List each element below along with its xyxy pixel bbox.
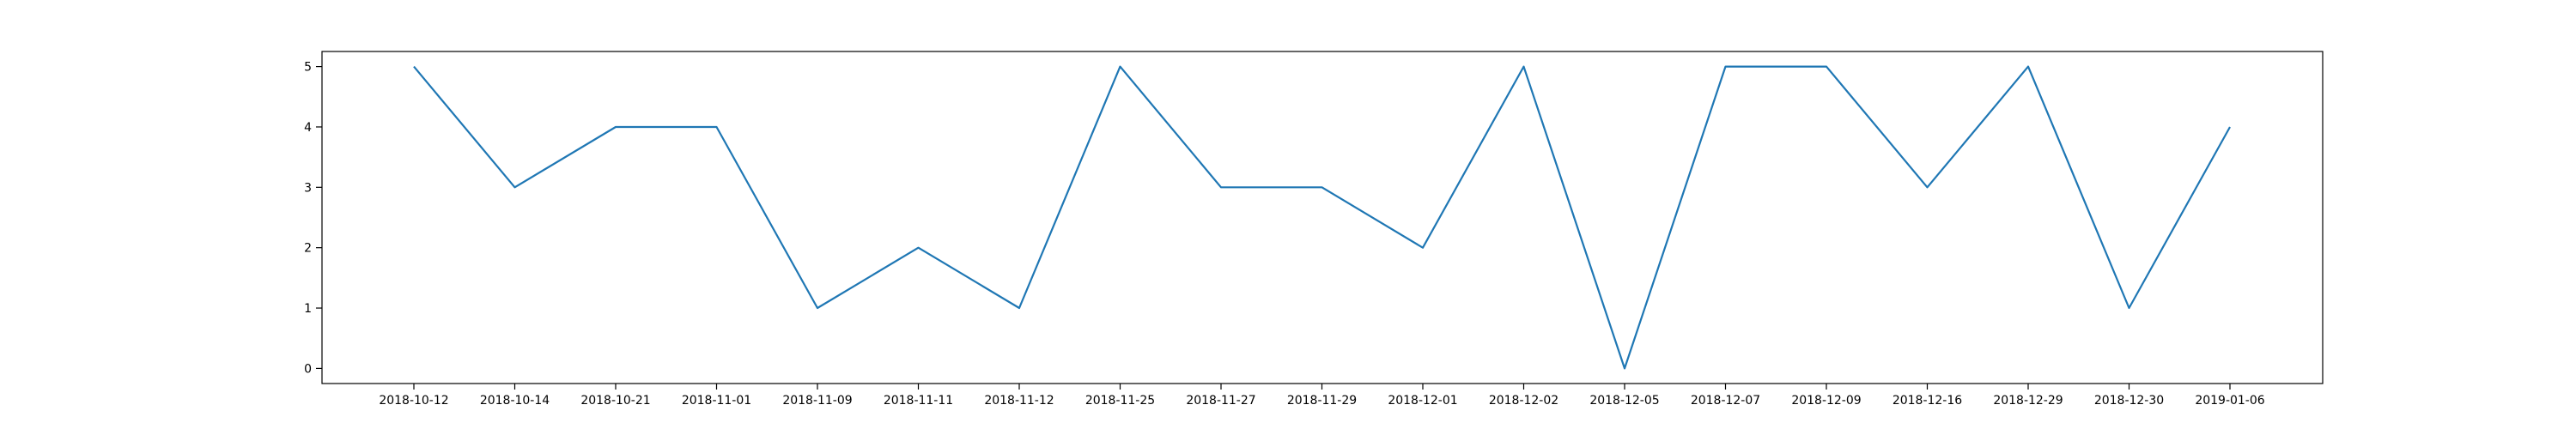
y-tick-label: 1 (304, 302, 312, 316)
x-tick-label: 2018-11-01 (682, 394, 751, 408)
x-tick-label: 2018-11-27 (1186, 394, 1255, 408)
x-tick-label: 2018-12-09 (1791, 394, 1861, 408)
y-tick-label: 4 (304, 121, 312, 135)
y-tick-label: 3 (304, 181, 312, 195)
x-tick-label: 2018-12-02 (1489, 394, 1558, 408)
x-tick-label: 2019-01-06 (2195, 394, 2264, 408)
y-tick-label: 2 (304, 242, 312, 256)
x-tick-label: 2018-11-29 (1287, 394, 1357, 408)
series-layer (413, 65, 2231, 370)
plot-frame (321, 51, 2324, 384)
x-tick-label: 2018-11-25 (1085, 394, 1155, 408)
x-axis: 2018-10-12 2018-10-14 2018-10-21 2018-11-01… (379, 384, 2265, 408)
series-line (413, 65, 2231, 370)
x-tick-label: 2018-12-29 (1993, 394, 2063, 408)
x-tick-label: 2018-12-16 (1893, 394, 1962, 408)
x-tick-label: 2018-12-05 (1589, 394, 1659, 408)
x-tick-label: 2018-11-11 (884, 394, 953, 408)
y-tick-label: 0 (304, 362, 312, 376)
x-tick-label: 2018-12-07 (1691, 394, 1760, 408)
x-tick-label: 2018-10-14 (480, 394, 550, 408)
x-tick-label: 2018-11-09 (782, 394, 852, 408)
y-tick-label: 5 (304, 61, 312, 75)
x-tick-label: 2018-10-21 (580, 394, 650, 408)
x-tick-label: 2018-10-12 (379, 394, 448, 408)
x-tick-label: 2018-12-30 (2094, 394, 2164, 408)
y-axis: 0 1 2 3 4 5 (304, 61, 322, 376)
x-tick-label: 2018-11-12 (984, 394, 1054, 408)
x-tick-label: 2018-12-01 (1388, 394, 1457, 408)
